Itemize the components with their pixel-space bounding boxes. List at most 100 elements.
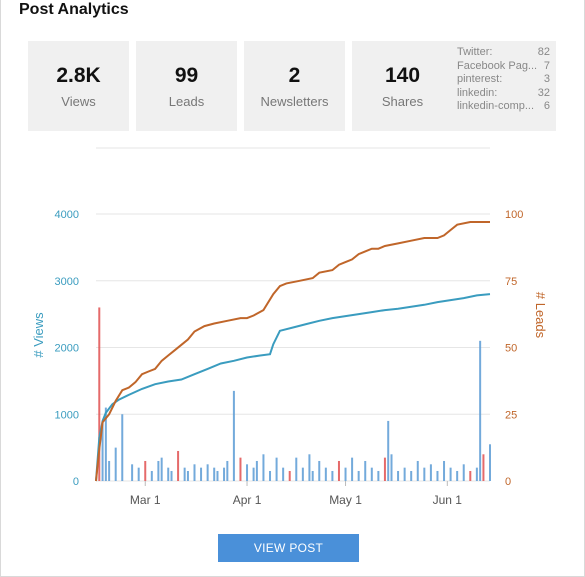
share-source-name: Twitter: [457,46,493,58]
daily-bar [344,467,347,481]
stat-views-value: 2.8K [56,64,101,87]
daily-bar [295,457,298,481]
share-source-name: linkedin: [457,86,498,99]
daily-bar [170,470,173,481]
y2-tick-label: 75 [505,276,517,288]
daily-bar [324,467,327,481]
daily-bar [226,460,229,481]
daily-bar [383,457,386,481]
chart-bars [98,307,491,481]
daily-bar [331,470,334,481]
x-tick-label: May 1 [329,493,362,507]
stat-newsletters: 2 Newsletters [244,41,345,131]
y-tick-label: 2000 [55,343,79,355]
daily-bar [121,414,124,481]
share-source-count: 7 [543,59,550,72]
daily-bar [200,467,203,481]
daily-bar [337,460,340,481]
daily-bar [301,467,304,481]
daily-bar [364,460,367,481]
daily-bar [255,460,258,481]
daily-bar [479,340,482,481]
daily-bar [489,444,491,481]
daily-bar [429,464,432,481]
share-source-name: Facebook Pag... [457,59,538,72]
daily-bar [206,464,209,481]
analytics-chart: 0 1000 2000 3000 4000 0 25 50 75 100 Mar 1 Apr 1 May… [31,147,548,507]
daily-bar [423,467,426,481]
views-line [95,293,491,482]
daily-bar [416,460,419,481]
daily-bar [410,470,413,481]
share-source-row: Facebook Pag... 7 [457,60,550,74]
stat-views: 2.8K Views [28,41,129,131]
stat-leads-label: Leads [168,94,205,109]
share-source-count: 32 [537,86,550,99]
daily-bar [183,467,186,481]
daily-bar [311,470,314,481]
daily-bar [390,454,393,481]
stat-leads-value: 99 [174,64,199,87]
share-source-name: pinterest: [457,73,503,86]
share-source-row: linkedin-comp... 6 [457,100,550,114]
daily-bar [397,470,400,481]
stat-shares-label: Shares [381,94,424,109]
daily-bar [186,470,189,481]
y2-tick-label: 100 [505,209,523,221]
panel-title: Post Analytics [19,1,129,18]
y-axis-label: # Views [31,312,46,358]
daily-bar [403,467,406,481]
daily-bar [387,420,390,481]
x-tick-label: Apr 1 [233,493,262,507]
daily-bar [144,460,147,481]
view-post-button[interactable]: VIEW POST [218,534,359,562]
daily-bar [223,467,226,481]
x-tick-label: Mar 1 [130,493,161,507]
daily-bar [157,460,160,481]
daily-bar [456,470,459,481]
daily-bar [282,467,285,481]
daily-bar [475,467,478,481]
daily-bar [101,420,104,481]
daily-bar [232,390,235,481]
daily-bar [262,454,265,481]
daily-bar [269,470,272,481]
share-source-count: 6 [543,100,550,113]
daily-bar [137,467,140,481]
y2-tick-label: 0 [505,476,511,488]
daily-bar [482,454,485,481]
daily-bar [98,307,101,481]
share-source-count: 3 [543,73,550,86]
daily-bar [160,457,163,481]
daily-bar [252,467,255,481]
share-source-row: Twitter: 82 [457,46,550,60]
stat-shares-value: 140 [384,64,421,87]
stat-newsletters-label: Newsletters [260,94,329,109]
share-source-row: linkedin: 32 [457,87,550,101]
daily-bar [377,470,380,481]
daily-bar [216,470,219,481]
daily-bar [462,464,465,481]
daily-bar [469,470,472,481]
daily-bar [370,467,373,481]
y-tick-label: 1000 [55,409,79,421]
daily-bar [246,464,249,481]
y-tick-label: 3000 [55,276,79,288]
daily-bar [114,447,117,481]
chart-axes: 0 1000 2000 3000 4000 0 25 50 75 100 Mar 1 Apr 1 May… [55,209,524,507]
daily-bar [131,464,134,481]
stat-views-label: Views [61,94,96,109]
y-tick-label: 0 [73,476,79,488]
chart-lines [95,221,491,482]
chart-grid [96,147,490,482]
daily-bar [177,450,180,481]
x-tick-label: Jun 1 [433,493,463,507]
leads-line [95,221,490,482]
daily-bar [443,460,446,481]
daily-bar [213,467,216,481]
stat-leads: 99 Leads [136,41,237,131]
daily-bar [167,467,170,481]
share-sources-list: Twitter: 82 Facebook Pag... 7 pinterest: 3 … [449,41,556,131]
daily-bar [108,460,111,481]
